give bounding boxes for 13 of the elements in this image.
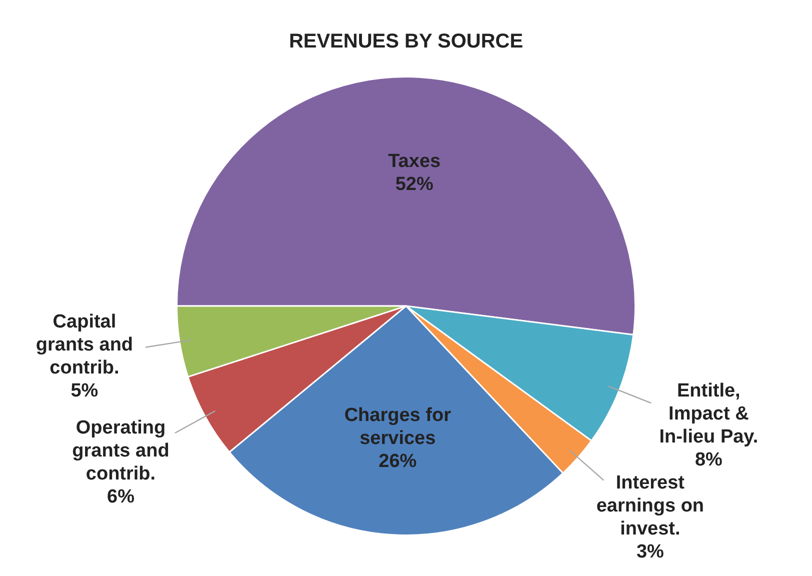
data-label: 5% <box>70 380 98 402</box>
slice-label: Taxes <box>388 151 441 172</box>
data-label: 3% <box>636 542 664 563</box>
data-label: 8% <box>694 450 723 471</box>
slice-label: Charges for services <box>344 404 452 449</box>
slice-label: Interest earnings on invest. <box>596 472 704 540</box>
data-label: 26% <box>378 450 417 472</box>
chart-title: REVENUES BY SOURCE <box>288 30 524 53</box>
slice-label: Operating grants and contrib. <box>72 418 170 485</box>
slice-label: Capital grants and contrib. <box>36 312 134 379</box>
slice-label: Entitle, Impact & In-lieu Pay. <box>659 380 758 448</box>
data-label: 52% <box>395 174 434 196</box>
data-label: 6% <box>106 486 135 508</box>
